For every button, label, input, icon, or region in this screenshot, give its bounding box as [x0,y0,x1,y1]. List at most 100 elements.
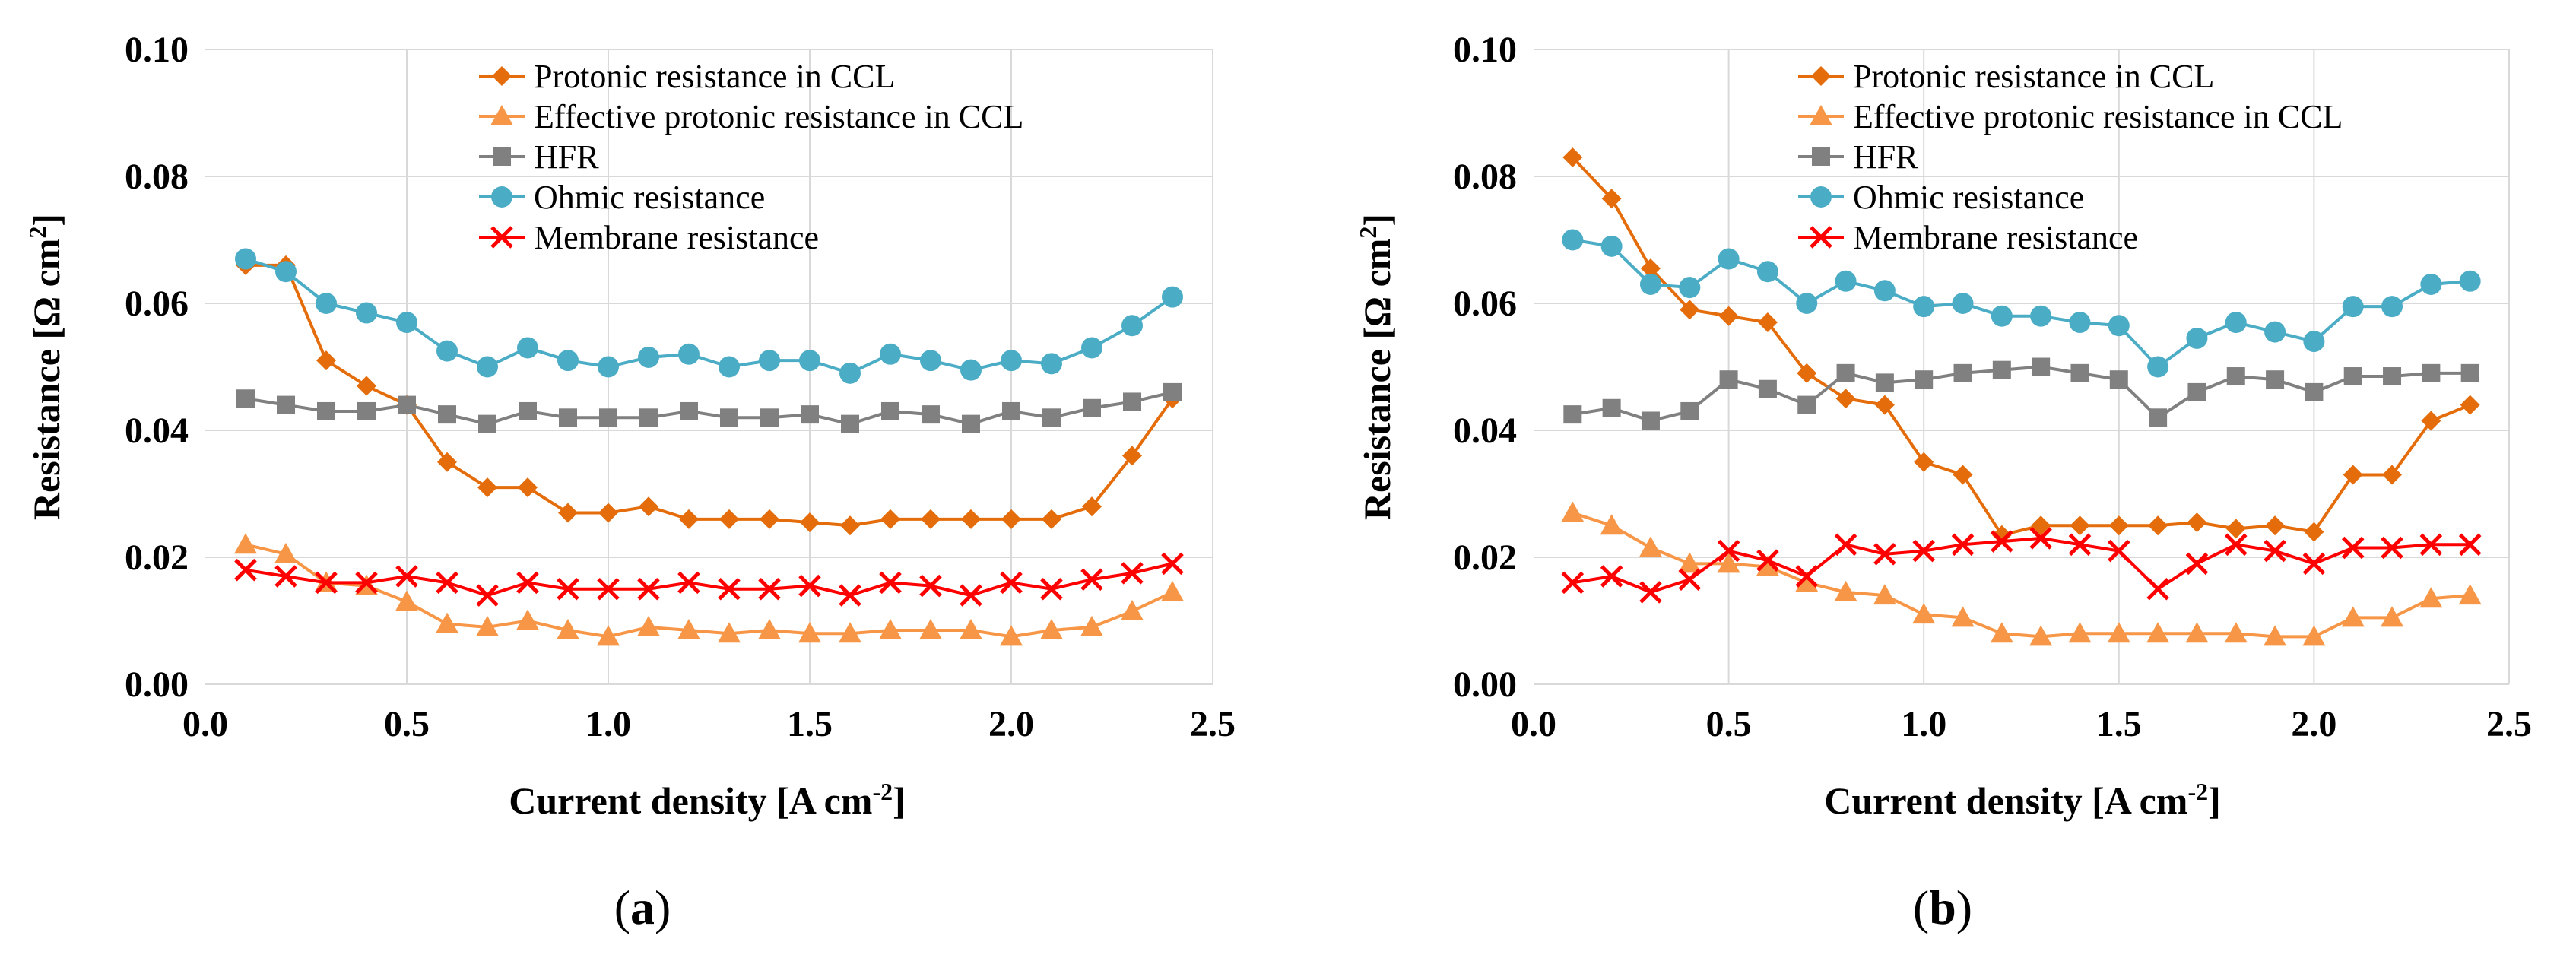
data-point [1640,258,1661,279]
data-point [880,343,901,365]
series-line [245,543,1173,639]
y-axis-title: Resistance [Ω cm2] [1354,214,1398,520]
data-point [478,414,496,433]
data-point [2419,533,2443,557]
legend-swatch-marker [1811,66,1831,86]
data-point [1756,549,1779,572]
data-point [2382,465,2403,485]
data-point [921,509,941,529]
data-point [2302,625,2326,646]
x-marker-stroke [597,577,620,601]
data-point [436,612,458,633]
x-marker-stroke [355,571,378,595]
y-axis-title-main: Resistance [Ω cm [1356,239,1398,520]
data-point [1834,580,1857,601]
x-tick-label: 2.5 [2486,704,2532,744]
data-point [2148,515,2168,536]
data-point [518,477,538,498]
data-point [1795,565,1819,588]
panel-label-close: ) [655,880,671,934]
data-point [2459,270,2481,292]
y-axis-title-end: ] [1356,214,1398,227]
data-point [438,405,456,424]
data-point [559,408,577,427]
data-point [759,350,780,372]
data-point [1081,337,1102,359]
data-point [1561,501,1585,522]
data-point [1758,379,1777,398]
data-point [2266,370,2285,389]
y-tick-label: 0.04 [1453,411,1517,451]
data-point [919,574,942,598]
data-point [2146,622,2170,643]
data-point [1912,539,1935,563]
data-point [317,401,335,420]
x-marker-stroke [718,577,741,601]
x-marker-stroke [2341,536,2365,560]
data-point [1042,408,1061,427]
legend-label: Effective protonic resistance in CCL [534,98,1023,135]
panel-label-open: ( [614,880,630,934]
data-point [1000,625,1023,646]
legend-swatch-marker [1810,105,1832,125]
data-point [2343,367,2362,386]
data-point [798,622,821,643]
legend-swatch-marker [490,226,513,249]
data-point [2107,622,2130,643]
data-point [2224,622,2248,643]
data-point [922,405,940,424]
data-point [2341,536,2365,560]
data-point [598,356,619,378]
series-line [246,263,1174,528]
data-point [1041,353,1062,375]
data-point [2381,536,2403,560]
data-point [1639,581,1662,604]
data-point [2422,363,2441,382]
x-marker-stroke [1678,568,1702,591]
series-hfr [236,382,1182,433]
data-point [1992,360,2011,379]
legend-swatch [1798,66,1844,86]
legend-swatch [479,226,525,249]
data-point [597,577,620,601]
data-point [639,408,658,427]
data-point [477,477,497,498]
data-point [2029,527,2052,550]
data-point [517,337,538,359]
data-point [1953,465,1973,485]
series-line [245,257,1174,375]
data-point [1913,296,1935,318]
data-point [2342,296,2364,318]
data-point [800,512,820,533]
x-marker-stroke [1717,539,1740,563]
data-point [1562,147,1583,167]
data-point [1680,401,1699,420]
data-point [1797,395,1816,414]
data-point [637,615,660,636]
x-marker-stroke [2458,533,2482,557]
data-point [1757,312,1778,333]
x-marker-stroke [2146,577,2169,601]
data-point [720,408,738,427]
x-marker-stroke [839,584,861,607]
legend-label: Membrane resistance [1853,219,2138,256]
legend-swatch-marker [1812,147,1830,166]
data-point [1834,533,1857,557]
data-point [1873,543,1896,566]
x-axis-title-superscript: -2 [2187,778,2208,805]
data-point [2031,515,2051,536]
data-point [1756,555,1779,576]
y-tick-label: 0.06 [125,284,189,324]
legend-label: Ohmic resistance [534,179,765,216]
x-tick-label: 2.5 [1190,704,1236,744]
panel-label-letter: b [1929,880,1956,934]
y-tick-label: 0.00 [125,664,189,705]
data-point [1873,280,1896,302]
series-line [1572,365,2470,423]
x-marker-stroke [637,577,660,601]
data-point [1121,315,1143,337]
legend-swatch-marker [493,147,511,166]
x-marker-stroke [476,584,499,607]
data-point [841,414,859,433]
